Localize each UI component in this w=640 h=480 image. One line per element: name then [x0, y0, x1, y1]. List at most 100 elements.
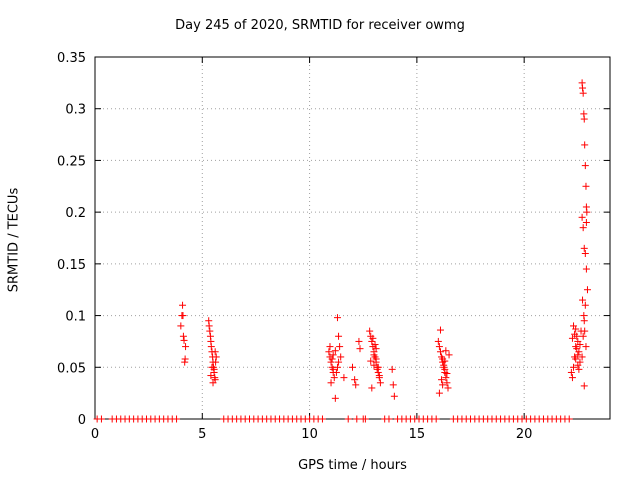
y-tick-label: 0.2 — [65, 206, 86, 221]
data-point — [173, 415, 181, 423]
data-point — [432, 415, 440, 423]
data-point — [335, 358, 343, 366]
data-point — [578, 213, 586, 221]
data-point — [327, 379, 335, 387]
data-point — [206, 327, 214, 335]
data-point — [572, 355, 580, 363]
data-point — [353, 415, 361, 423]
data-point — [97, 415, 105, 423]
data-point — [327, 358, 335, 366]
data-point — [182, 343, 190, 351]
data-point — [574, 361, 582, 369]
x-tick-label: 0 — [91, 427, 99, 442]
y-tick-label: 0.3 — [65, 103, 86, 118]
data-point — [582, 182, 590, 190]
data-points — [93, 79, 591, 423]
x-tick-label: 10 — [301, 427, 318, 442]
data-point — [580, 115, 588, 123]
y-tick-label: 0 — [78, 413, 86, 428]
data-point — [368, 384, 376, 392]
y-tick-label: 0.1 — [65, 310, 86, 325]
x-tick-label: 20 — [516, 427, 533, 442]
y-tick-label: 0.35 — [57, 51, 86, 66]
data-point — [335, 332, 343, 340]
data-point — [376, 379, 384, 387]
data-point — [179, 332, 187, 340]
data-point — [441, 357, 449, 365]
data-point — [435, 343, 443, 351]
data-point — [177, 322, 185, 330]
data-point — [326, 343, 334, 351]
data-point — [372, 355, 380, 363]
data-point — [581, 250, 589, 258]
data-point — [442, 374, 450, 382]
data-point — [181, 355, 189, 363]
data-point — [565, 415, 573, 423]
data-point — [445, 351, 453, 359]
data-point — [575, 365, 583, 373]
data-point — [435, 389, 443, 397]
data-point — [207, 372, 215, 380]
data-point — [390, 392, 398, 400]
data-point — [579, 296, 587, 304]
data-point — [355, 337, 363, 345]
data-point — [212, 358, 220, 366]
data-point — [329, 351, 337, 359]
data-point — [582, 265, 590, 273]
data-point — [332, 368, 340, 376]
data-point — [371, 341, 379, 349]
data-point — [389, 381, 397, 389]
data-point — [179, 301, 187, 309]
data-point — [581, 327, 589, 335]
data-point — [205, 322, 213, 330]
x-tick-label: 15 — [409, 427, 426, 442]
data-point — [580, 244, 588, 252]
data-point — [388, 365, 396, 373]
axis-ticks: 0 5 10 15 20 0 0.05 0.1 0.15 0.2 0.25 0.3 0.35 — [57, 51, 610, 442]
data-point — [568, 374, 576, 382]
data-point — [443, 379, 451, 387]
y-tick-label: 0.15 — [57, 258, 86, 273]
data-point — [333, 363, 341, 371]
y-tick-label: 0.25 — [57, 154, 86, 169]
data-point — [211, 376, 219, 384]
data-point — [180, 336, 188, 344]
data-point — [583, 286, 591, 294]
data-point — [579, 89, 587, 97]
data-point — [579, 332, 587, 340]
data-point — [329, 365, 337, 373]
data-point — [349, 363, 356, 371]
data-point — [574, 351, 582, 359]
data-point — [368, 337, 376, 345]
data-point — [582, 218, 590, 226]
data-point — [211, 348, 219, 356]
data-point — [581, 301, 589, 309]
data-point — [583, 208, 591, 216]
data-point — [578, 353, 586, 361]
data-point — [207, 343, 215, 351]
data-point — [580, 317, 588, 325]
data-point — [340, 374, 348, 382]
data-point — [375, 372, 383, 380]
data-point — [337, 353, 345, 361]
data-point — [179, 312, 187, 320]
data-point — [361, 415, 369, 423]
x-axis-label: GPS time / hours — [298, 458, 407, 473]
grid-lines — [95, 56, 610, 419]
data-point — [576, 341, 584, 349]
data-point — [444, 384, 452, 392]
data-point — [567, 368, 575, 376]
data-point — [443, 369, 451, 377]
data-point — [568, 334, 576, 342]
data-point — [579, 224, 587, 232]
data-point — [333, 314, 341, 322]
data-point — [436, 348, 444, 356]
data-point — [436, 326, 444, 334]
x-tick-label: 5 — [198, 427, 206, 442]
data-point — [370, 351, 378, 359]
data-point — [434, 337, 442, 345]
data-point — [438, 376, 446, 384]
chart-title: Day 245 of 2020, SRMTID for receiver owm… — [175, 18, 465, 33]
data-point — [385, 415, 393, 423]
